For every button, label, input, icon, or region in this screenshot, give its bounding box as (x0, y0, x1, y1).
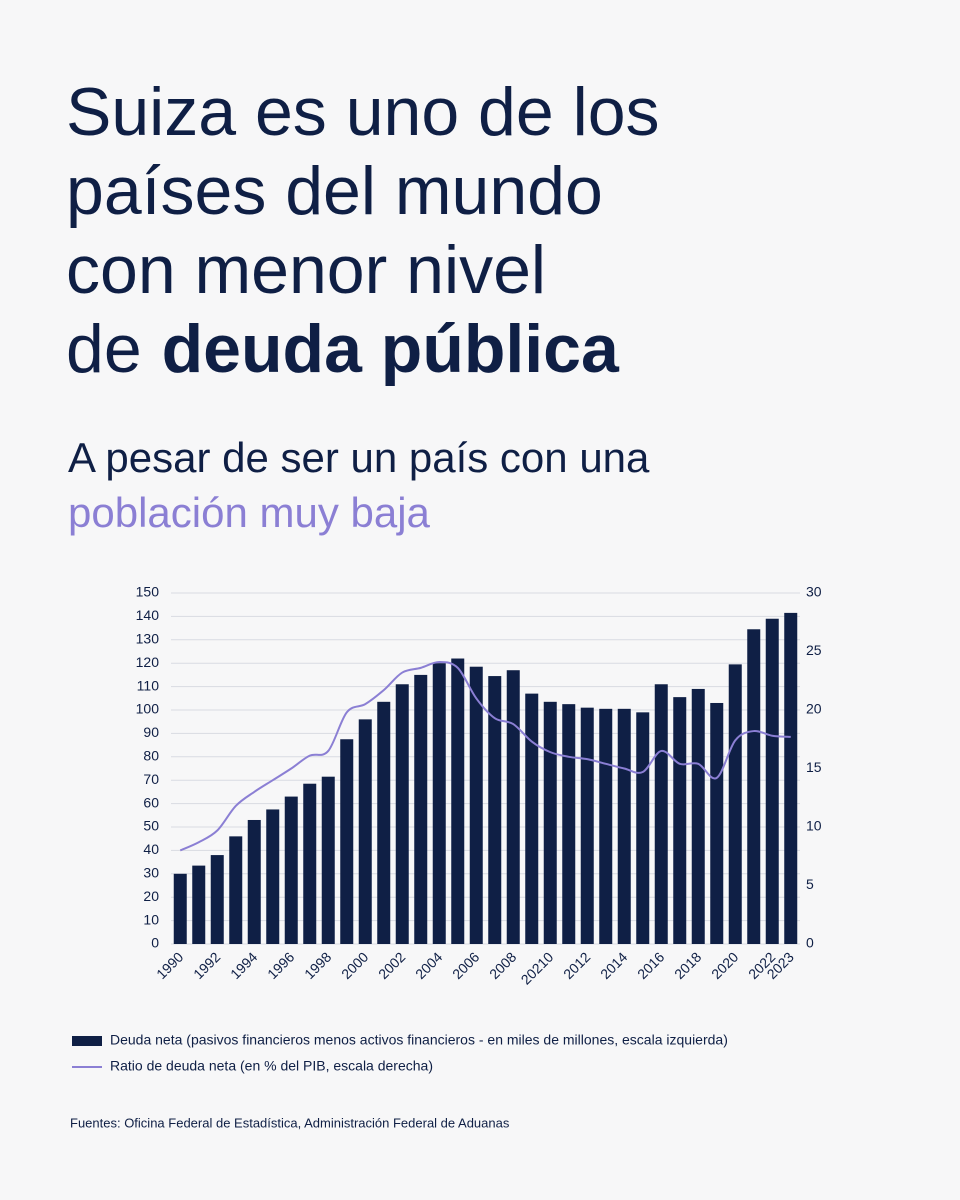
bar (747, 629, 761, 944)
bar (414, 674, 428, 944)
y-tick-label: 120 (136, 654, 160, 670)
y-tick-label: 60 (143, 794, 159, 810)
bar (358, 719, 372, 944)
title-bold: deuda pública (162, 311, 620, 387)
bar (377, 701, 391, 944)
y-tick-label: 20 (143, 888, 159, 904)
bar (340, 739, 354, 944)
subtitle-line: A pesar de ser un país con una (68, 434, 650, 481)
bar (765, 618, 779, 944)
bar (784, 612, 798, 944)
bar (469, 666, 483, 944)
y-tick-label: 110 (137, 677, 160, 693)
title-line: países del mundo (66, 153, 603, 229)
bar (710, 702, 724, 944)
bar (580, 707, 594, 944)
y2-tick-label: 0 (806, 935, 814, 951)
y-tick-label: 70 (143, 771, 159, 787)
subtitle-highlight: población muy baja (68, 489, 431, 536)
y-tick-label: 90 (143, 724, 159, 740)
legend-label: Ratio de deuda neta (en % del PIB, escal… (110, 1058, 433, 1074)
y-tick-label: 140 (136, 607, 160, 623)
bar (395, 684, 409, 944)
bar (229, 836, 243, 944)
bar (728, 664, 742, 944)
bar (636, 712, 650, 944)
y-tick-label: 30 (143, 865, 159, 881)
y2-tick-label: 25 (806, 642, 822, 658)
bar (173, 873, 187, 944)
y-tick-label: 10 (143, 911, 159, 927)
bar (599, 708, 613, 944)
bar (691, 688, 705, 944)
subtitle: A pesar de ser un país con una población … (68, 434, 650, 536)
source: Fuentes: Oficina Federal de Estadística,… (70, 1115, 510, 1130)
y-tick-label: 40 (143, 841, 159, 857)
title-line: Suiza es uno de los (66, 74, 660, 150)
y2-tick-label: 20 (806, 701, 822, 717)
bar (432, 663, 446, 944)
bar (654, 684, 668, 944)
bar (543, 701, 557, 944)
y-tick-label: 100 (136, 701, 160, 717)
bar (192, 865, 206, 944)
y-tick-label: 150 (136, 584, 160, 600)
y2-tick-label: 30 (806, 584, 822, 600)
bar (562, 704, 576, 944)
bar (673, 697, 687, 944)
bar (506, 670, 520, 944)
y-tick-label: 130 (136, 631, 160, 647)
legend-bar-swatch (72, 1036, 102, 1046)
y2-tick-label: 5 (806, 876, 814, 892)
legend-label: Deuda neta (pasivos financieros menos ac… (110, 1032, 728, 1048)
bar (266, 809, 280, 944)
bar (451, 658, 465, 944)
title-text: de (66, 311, 142, 387)
y2-tick-label: 10 (806, 818, 822, 834)
bar (525, 693, 539, 944)
bar (210, 855, 224, 944)
bar (284, 796, 298, 944)
y-tick-label: 0 (151, 935, 159, 951)
bar (303, 783, 317, 944)
y-tick-label: 80 (143, 748, 159, 764)
bar (247, 819, 261, 944)
bar (321, 776, 335, 944)
y2-tick-label: 15 (806, 759, 822, 775)
bar (617, 708, 631, 944)
y-tick-label: 50 (143, 818, 159, 834)
bar (488, 676, 502, 944)
title-line: de deuda pública (66, 311, 620, 387)
ratio-line (179, 661, 791, 852)
title-line: con menor nivel (66, 232, 546, 308)
